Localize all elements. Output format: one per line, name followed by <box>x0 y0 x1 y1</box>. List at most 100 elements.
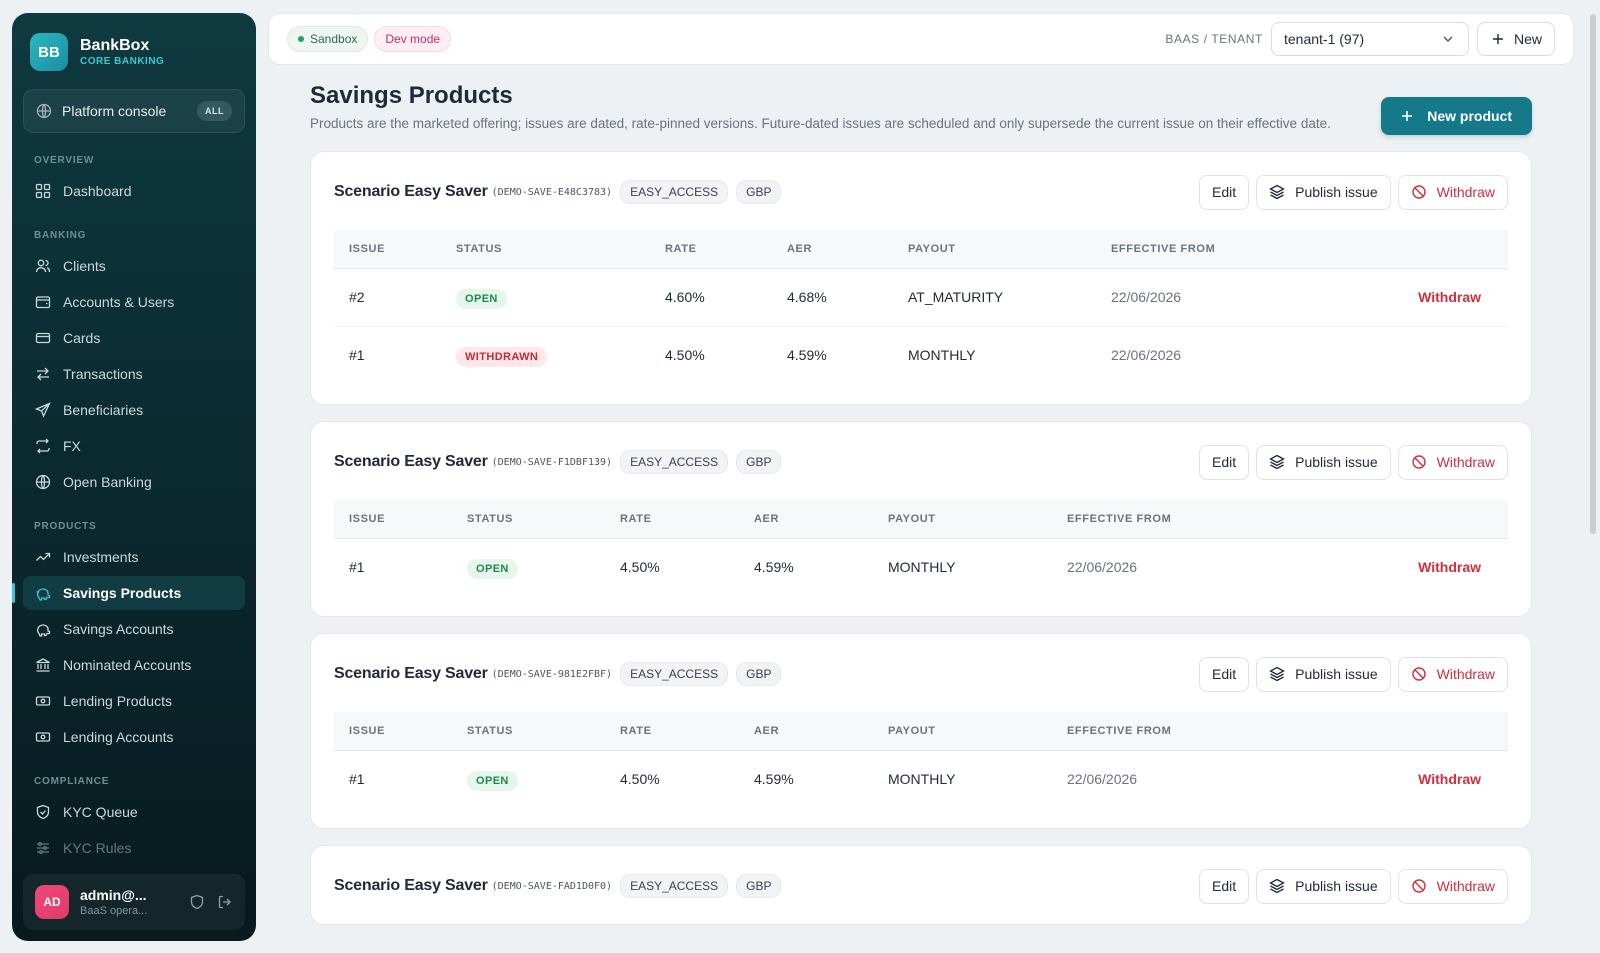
issues-table: ISSUE STATUS RATE AER PAYOUT EFFECTIVE F… <box>334 712 1508 808</box>
publish-issue-button[interactable]: Publish issue <box>1256 444 1391 480</box>
tenant-select[interactable]: tenant-1 (97) <box>1270 22 1469 56</box>
ban-icon <box>1411 185 1426 199</box>
column-header-effective: EFFECTIVE FROM <box>1052 500 1295 539</box>
payout-cell: AT_MATURITY <box>893 268 1096 327</box>
sidebar-item-label: Beneficiaries <box>63 402 144 418</box>
sidebar-item-lending-accounts[interactable]: Lending Accounts <box>23 720 245 754</box>
sidebar-item-label: Cards <box>63 330 101 346</box>
sidebar-item-nominated-accounts[interactable]: Nominated Accounts <box>23 648 245 682</box>
payout-cell: MONTHLY <box>908 347 976 364</box>
sidebar-item-beneficiaries[interactable]: Beneficiaries <box>23 393 245 427</box>
publish-issue-button[interactable]: Publish issue <box>1256 656 1391 692</box>
column-header-issue: ISSUE <box>334 500 452 539</box>
currency-tag: GBP <box>736 450 782 474</box>
sidebar-item-label: Dashboard <box>63 183 132 199</box>
table-row: #1 OPEN 4.50% 4.59% MONTHLY 22/06/2026 W… <box>334 750 1508 808</box>
edit-label: Edit <box>1212 454 1237 470</box>
column-header-rate: RATE <box>650 230 772 269</box>
publish-issue-button[interactable]: Publish issue <box>1256 868 1391 904</box>
column-header-status: STATUS <box>441 230 650 269</box>
sidebar-item-kyc-rules[interactable]: KYC Rules <box>23 831 245 865</box>
issue-number: #1 <box>349 347 365 364</box>
dev-mode-badge: Dev mode <box>374 26 452 52</box>
console-badge: ALL <box>197 101 232 121</box>
user-profile[interactable]: AD admin@... BaaS opera... <box>23 874 245 930</box>
edit-button[interactable]: Edit <box>1199 656 1250 692</box>
new-button[interactable]: New <box>1476 22 1555 56</box>
sidebar-item-label: Lending Accounts <box>63 729 174 745</box>
product-name: Scenario Easy Saver <box>334 877 488 894</box>
sidebar-item-label: Nominated Accounts <box>63 657 192 673</box>
issue-number: #1 <box>349 559 365 576</box>
ban-icon <box>1411 879 1426 893</box>
status-dot-icon <box>298 36 304 42</box>
sidebar-item-savings-accounts[interactable]: Savings Accounts <box>23 612 245 646</box>
publish-issue-label: Publish issue <box>1295 878 1378 894</box>
effective-date-cell: 22/06/2026 <box>1096 268 1316 327</box>
withdraw-product-button[interactable]: Withdraw <box>1397 174 1508 210</box>
column-header-payout: PAYOUT <box>893 230 1096 269</box>
users-icon <box>35 259 51 273</box>
sidebar-item-label: Transactions <box>63 366 143 382</box>
column-header-effective: EFFECTIVE FROM <box>1096 230 1316 269</box>
sidebar-item-accounts-users[interactable]: Accounts & Users <box>23 285 245 319</box>
product-card: Scenario Easy Saver (DEMO-SAVE-E48C3783)… <box>310 151 1532 405</box>
edit-label: Edit <box>1212 878 1237 894</box>
sidebar: BB BankBox CORE BANKING Platform console… <box>12 13 256 941</box>
withdraw-label: Withdraw <box>1436 878 1495 894</box>
user-role: BaaS opera... <box>80 905 148 917</box>
piggy-bank-icon <box>36 588 51 601</box>
ban-icon <box>1411 455 1426 469</box>
edit-button[interactable]: Edit <box>1199 174 1250 210</box>
withdraw-product-button[interactable]: Withdraw <box>1397 868 1508 904</box>
shield-icon[interactable] <box>189 894 205 910</box>
rate-cell: 4.50% <box>665 347 705 364</box>
currency-tag: GBP <box>736 662 782 686</box>
product-code: (DEMO-SAVE-F1DBF139) <box>491 456 613 468</box>
withdraw-product-button[interactable]: Withdraw <box>1397 444 1508 480</box>
withdraw-product-button[interactable]: Withdraw <box>1397 656 1508 692</box>
layers-icon <box>1269 184 1286 200</box>
brand[interactable]: BB BankBox CORE BANKING <box>12 13 256 73</box>
column-header-aer: AER <box>739 500 873 539</box>
rate-cell: 4.60% <box>650 268 772 327</box>
withdraw-issue-link[interactable]: Withdraw <box>1418 559 1481 576</box>
aer-cell: 4.59% <box>787 347 827 364</box>
logout-icon[interactable] <box>217 894 233 910</box>
effective-date-cell: 22/06/2026 <box>1067 559 1138 576</box>
banknote-icon <box>35 732 51 742</box>
sidebar-item-kyc-queue[interactable]: KYC Queue <box>23 795 245 829</box>
sidebar-item-fx[interactable]: FX <box>23 429 245 463</box>
withdraw-label: Withdraw <box>1436 184 1495 200</box>
sidebar-item-open-banking[interactable]: Open Banking <box>23 465 245 499</box>
new-button-label: New <box>1513 31 1542 47</box>
edit-button[interactable]: Edit <box>1199 868 1250 904</box>
sidebar-item-investments[interactable]: Investments <box>23 540 245 574</box>
bank-icon <box>36 658 50 672</box>
sidebar-item-label: Savings Products <box>63 585 182 601</box>
issues-table: ISSUE STATUS RATE AER PAYOUT EFFECTIVE F… <box>334 230 1508 384</box>
sidebar-item-lending-products[interactable]: Lending Products <box>23 684 245 718</box>
withdraw-issue-link[interactable]: Withdraw <box>1315 268 1508 327</box>
row-action-empty <box>1315 326 1508 384</box>
withdraw-issue-link[interactable]: Withdraw <box>1418 771 1481 788</box>
currency-tag: GBP <box>736 180 782 204</box>
page-description: Products are the marketed offering; issu… <box>310 116 1331 131</box>
new-product-button[interactable]: New product <box>1381 97 1532 135</box>
platform-console-button[interactable]: Platform console ALL <box>23 89 245 133</box>
sidebar-item-clients[interactable]: Clients <box>23 249 245 283</box>
sidebar-item-cards[interactable]: Cards <box>23 321 245 355</box>
aer-cell: 4.68% <box>772 268 893 327</box>
main-content: Savings Products Products are the market… <box>310 82 1532 925</box>
scrollbar[interactable] <box>1590 14 1596 534</box>
edit-button[interactable]: Edit <box>1199 444 1250 480</box>
sidebar-item-label: FX <box>63 438 81 454</box>
sidebar-item-dashboard[interactable]: Dashboard <box>23 174 245 208</box>
product-code: (DEMO-SAVE-E48C3783) <box>491 186 613 198</box>
aer-cell: 4.59% <box>754 771 794 788</box>
globe-icon <box>36 103 52 119</box>
plus-icon <box>1492 34 1503 44</box>
sidebar-item-transactions[interactable]: Transactions <box>23 357 245 391</box>
sidebar-item-savings-products[interactable]: Savings Products <box>12 576 245 610</box>
publish-issue-button[interactable]: Publish issue <box>1256 174 1391 210</box>
